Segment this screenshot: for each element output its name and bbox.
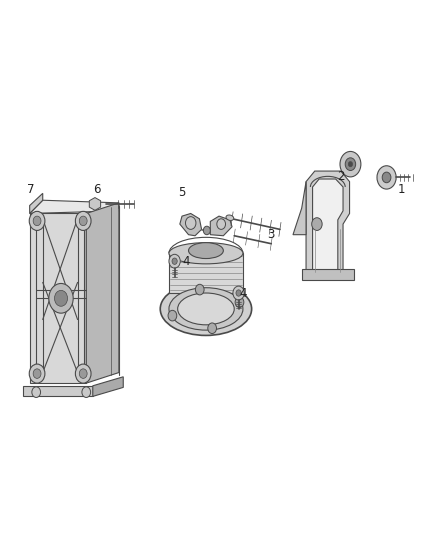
Circle shape	[377, 166, 396, 189]
Text: 7: 7	[27, 183, 35, 196]
Circle shape	[168, 310, 177, 321]
Ellipse shape	[188, 243, 223, 259]
Circle shape	[312, 217, 322, 230]
Polygon shape	[89, 198, 101, 211]
Polygon shape	[86, 203, 119, 383]
Circle shape	[345, 158, 356, 171]
Circle shape	[203, 226, 210, 235]
Circle shape	[233, 286, 244, 300]
Circle shape	[348, 161, 353, 167]
Circle shape	[195, 284, 204, 295]
Circle shape	[54, 290, 67, 306]
Circle shape	[32, 387, 41, 398]
Circle shape	[185, 216, 196, 229]
Polygon shape	[30, 193, 43, 214]
Polygon shape	[30, 200, 119, 214]
Circle shape	[33, 216, 41, 225]
Circle shape	[33, 369, 41, 378]
Circle shape	[79, 369, 87, 378]
Ellipse shape	[169, 288, 243, 330]
Polygon shape	[30, 214, 86, 383]
Circle shape	[49, 284, 73, 313]
Circle shape	[208, 323, 216, 334]
Circle shape	[82, 387, 91, 398]
Polygon shape	[313, 179, 343, 272]
Circle shape	[79, 216, 87, 225]
Polygon shape	[210, 216, 232, 236]
Ellipse shape	[226, 215, 234, 221]
Text: 4: 4	[239, 287, 247, 300]
Circle shape	[75, 212, 91, 230]
Text: 1: 1	[398, 183, 406, 196]
Circle shape	[340, 151, 361, 177]
Ellipse shape	[178, 293, 234, 325]
Circle shape	[217, 219, 226, 229]
Polygon shape	[93, 377, 123, 397]
Polygon shape	[293, 182, 306, 235]
Text: 3: 3	[268, 228, 275, 241]
Polygon shape	[169, 253, 243, 293]
Ellipse shape	[160, 282, 252, 335]
Polygon shape	[302, 269, 354, 280]
Text: 2: 2	[337, 170, 345, 183]
Circle shape	[29, 212, 45, 230]
Circle shape	[29, 364, 45, 383]
Circle shape	[172, 258, 177, 264]
Text: 6: 6	[93, 183, 101, 196]
Text: 5: 5	[178, 186, 186, 199]
Polygon shape	[306, 171, 350, 277]
Text: 4: 4	[183, 255, 190, 268]
Ellipse shape	[169, 243, 243, 264]
Circle shape	[235, 297, 244, 308]
Polygon shape	[23, 386, 93, 397]
Circle shape	[236, 290, 241, 296]
Circle shape	[75, 364, 91, 383]
Polygon shape	[180, 214, 201, 236]
Circle shape	[169, 254, 180, 268]
Circle shape	[382, 172, 391, 183]
